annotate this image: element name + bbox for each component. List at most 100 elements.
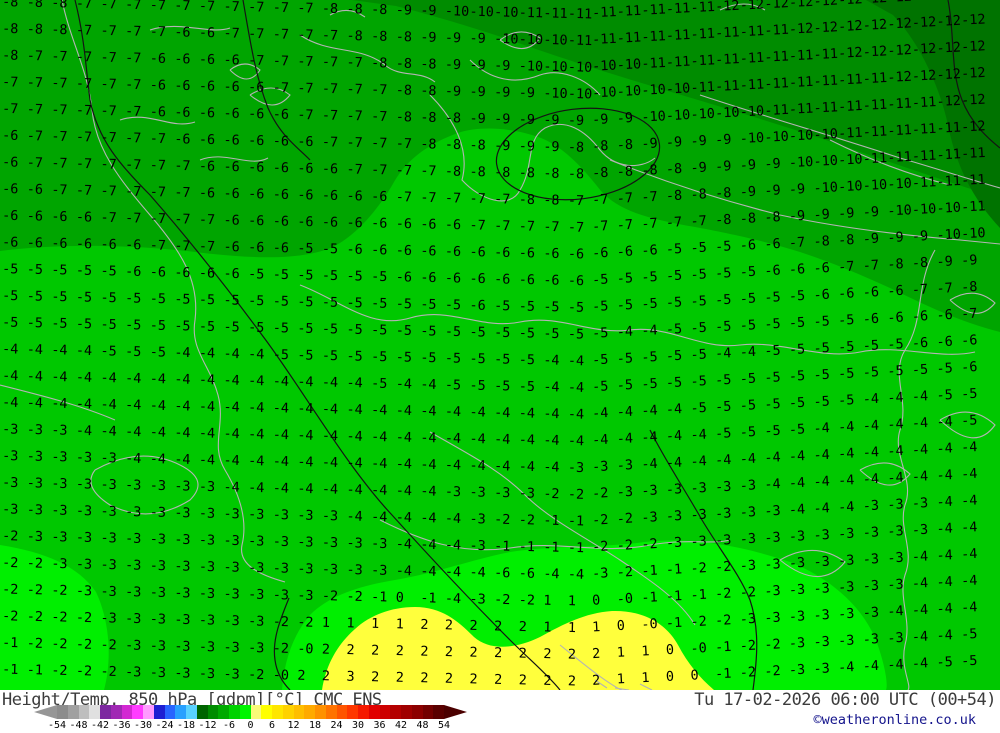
legend-cell [164, 705, 176, 719]
temp-value: -7 [149, 24, 166, 40]
temp-value: -3 [862, 604, 879, 621]
coastline-lines [0, 0, 1000, 690]
legend-cell [293, 705, 305, 719]
legend-cell [57, 705, 68, 719]
temp-value: -1 [2, 635, 19, 651]
temp-value: -7 [174, 211, 191, 227]
temp-value: -6 [936, 334, 953, 351]
temp-value: -9 [739, 184, 756, 201]
temp-value: -12 [862, 0, 887, 7]
temp-value: 2 [469, 618, 478, 634]
temp-value: -12 [961, 92, 986, 109]
temp-value: -6 [26, 208, 43, 224]
temp-value: -10 [666, 80, 691, 97]
legend-tick: -48 [69, 720, 88, 731]
temp-value: -12 [936, 93, 961, 110]
temp-value: 2 [420, 617, 429, 633]
temp-value: -12 [862, 43, 887, 60]
temp-value: -6 [223, 212, 240, 228]
temp-value: -5 [715, 399, 732, 416]
temp-value: -3 [371, 562, 388, 578]
temp-value: -4 [395, 376, 412, 392]
temp-value: -5 [838, 312, 855, 329]
temp-value: -7 [371, 162, 388, 178]
temp-value: -3 [616, 457, 633, 474]
temp-value: -6 [174, 24, 191, 40]
temp-value: -4 [887, 443, 904, 460]
temp-value: -6 [371, 242, 388, 258]
temp-value: -9 [764, 182, 781, 199]
temp-value: -2 [494, 512, 511, 528]
temp-value: -6 [248, 239, 265, 255]
temp-value: -5 [297, 321, 314, 337]
temp-value: -11 [887, 122, 912, 139]
temp-value: -5 [715, 318, 732, 335]
temp-value: -5 [100, 263, 117, 279]
temp-value: -6 [641, 242, 658, 259]
temp-value: -7 [125, 130, 142, 146]
temp-value: -11 [813, 73, 838, 90]
temp-value: -3 [739, 611, 756, 628]
temp-value: -6 [76, 209, 93, 225]
legend-cell [110, 705, 122, 719]
temp-value: -4 [248, 346, 265, 362]
temp-value: -4 [322, 428, 339, 444]
temp-value: -5 [789, 315, 806, 332]
temp-value: -5 [445, 297, 462, 313]
temp-value: -3 [862, 631, 879, 648]
temp-value: -5 [715, 292, 732, 309]
temp-value: -5 [297, 267, 314, 283]
temp-value: -3 [297, 588, 314, 604]
temp-value: 2 [420, 670, 429, 686]
temp-value: -9 [887, 229, 904, 246]
temp-value: -3 [223, 586, 240, 602]
map-canvas[interactable]: -8 -8 -8 -7 -7 -7 -7 -7 -7 -7 -7 -7 -7 -8 -8 -8 -9 -9 -10-… [0, 0, 1000, 690]
temp-value: -10 [838, 151, 863, 168]
temp-value: -2 [322, 588, 339, 604]
temp-value: 0 [395, 590, 404, 606]
temp-value: -8 [568, 139, 585, 155]
temp-value: -3 [125, 611, 142, 627]
temp-value: -5 [690, 240, 707, 257]
temp-value: -2 [494, 592, 511, 608]
temp-value: -7 [420, 163, 437, 179]
temp-value: -5 [739, 397, 756, 414]
temp-value: -2 [76, 610, 93, 626]
copyright-link[interactable]: ©weatheronline.co.uk [813, 712, 976, 728]
temp-value: -4 [149, 371, 166, 387]
temp-value: -4 [248, 453, 265, 469]
temp-value: -10 [813, 126, 838, 143]
temp-value: -3 [469, 591, 486, 607]
temp-value: -4 [371, 509, 388, 525]
temp-value: -3 [174, 612, 191, 628]
temp-value: -4 [789, 502, 806, 519]
temp-value: -7 [272, 26, 289, 42]
temp-value: -4 [297, 481, 314, 497]
temp-value: -4 [445, 511, 462, 527]
temp-value: -9 [592, 111, 609, 128]
map-datetime: Tu 17-02-2026 06:00 UTC (00+54) [694, 690, 996, 710]
legend-cell [336, 705, 348, 719]
temp-value: -3 [174, 532, 191, 548]
temp-value: -3 [51, 476, 68, 492]
temp-value: -6 [272, 187, 289, 203]
temp-value: -8 [2, 47, 19, 63]
temp-value: -4 [445, 564, 462, 580]
temp-value: -9 [469, 30, 486, 46]
temp-value: -6 [445, 217, 462, 233]
temp-value: -9 [420, 3, 437, 19]
temp-value: -5 [223, 292, 240, 308]
temp-value: -5 [322, 294, 339, 310]
temp-value: 1 [641, 670, 650, 686]
legend-cell [218, 705, 229, 719]
temp-value: -8 [469, 164, 486, 180]
temp-value: -12 [813, 19, 838, 36]
temp-value: -5 [149, 317, 166, 333]
temp-value: -4 [223, 346, 240, 362]
temp-value: -10 [764, 129, 789, 146]
temp-value: -3 [248, 560, 265, 576]
temp-value: -3 [862, 551, 879, 568]
legend-cell [239, 705, 251, 719]
temp-value: -5 [445, 324, 462, 340]
